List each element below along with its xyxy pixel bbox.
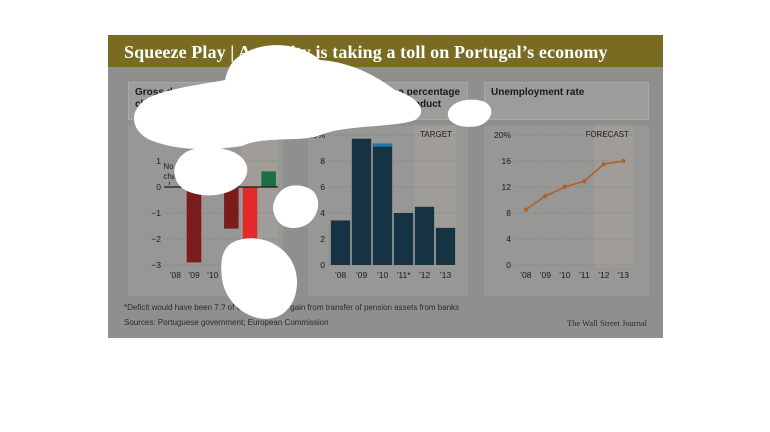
gdp-y-tick-label: −3 [151, 260, 161, 270]
deficit-y-tick-label: 10% [308, 130, 325, 140]
deficit-y-tick-label: 0 [320, 260, 325, 270]
unemployment-y-tick-label: 0 [506, 260, 511, 270]
gdp-shaded-label: FORECAST [230, 130, 274, 139]
deficit-x-tick-label: ’11* [396, 270, 411, 280]
gdp-x-tick-label: ’10 [207, 270, 219, 280]
deficit-bar [351, 138, 372, 265]
gdp-y-tick-label: −2 [151, 234, 161, 244]
deficit-x-tick-label: ’08 [335, 270, 347, 280]
deficit-y-tick-label: 8 [320, 156, 325, 166]
gdp-bar [224, 187, 239, 229]
deficit-x-tick-label: ’09 [356, 270, 368, 280]
unemployment-x-tick-label: ’11 [579, 270, 590, 280]
unemployment-line [525, 160, 624, 211]
unemployment-panel-header: Unemployment rate [484, 82, 649, 120]
deficit-bar-highlight [372, 143, 393, 147]
unemployment-point [543, 193, 548, 199]
unemployment-point [523, 207, 528, 212]
unemployment-y-tick-label: 16 [502, 156, 512, 166]
gdp-x-tick-label: ’12 [244, 270, 256, 280]
unemployment-y-tick-label: 8 [506, 208, 511, 218]
deficit-x-tick-label: ’10 [377, 270, 389, 280]
footnote: *Deficit would have been 7.? of GDP with… [124, 303, 460, 312]
gdp-chart-svg: FORECAST 2% 1 0 −1 −2 −3 ’08 ’09 ’10 ’11 ’12 ’13 No ch… [149, 125, 633, 280]
gdp-annotation: No change [163, 162, 190, 181]
deficit-y-tick-label: 4 [320, 208, 325, 218]
deficit-shaded-label: TARGET [420, 130, 452, 139]
deficit-bar [372, 143, 393, 265]
gdp-y-tick-label: 1 [156, 156, 161, 166]
unemployment-point [621, 158, 626, 164]
unemployment-x-tick-label: ’10 [559, 270, 571, 280]
gdp-x-tick-label: ’11 [226, 270, 237, 280]
unemployment-point [582, 178, 587, 184]
unemployment-x-tick-label: ’08 [520, 270, 532, 280]
deficit-bar [414, 206, 435, 265]
unemployment-panel-title: Unemployment rate [491, 87, 585, 98]
chart-figure: Squeeze Play | Austerity is taking a tol… [108, 35, 663, 338]
unemployment-point [601, 162, 606, 167]
gdp-x-tick-label: ’08 [170, 270, 182, 280]
unemployment-y-tick-label: 4 [506, 234, 511, 244]
deficit-x-tick-label: ’13 [440, 270, 452, 280]
gdp-bar [242, 187, 258, 265]
gdp-y-tick-label: 0 [156, 182, 161, 192]
sources-note: Sources: Portuguese government; European… [124, 318, 329, 327]
unemployment-y-tick-label: 20% [494, 130, 511, 140]
unemployment-point [562, 184, 567, 190]
gdp-x-tick-label: ’09 [188, 270, 200, 280]
deficit-bar [330, 220, 351, 265]
unemployment-x-tick-label: ’09 [540, 270, 552, 280]
unemployment-y-tick-label: 12 [502, 182, 512, 192]
deficit-bar [393, 213, 414, 265]
gdp-bar [261, 171, 276, 187]
gdp-bar [186, 187, 202, 263]
gdp-y-tick-label: −1 [151, 208, 161, 218]
unemployment-x-tick-label: ’12 [598, 270, 610, 280]
unemployment-shaded-region [594, 125, 633, 267]
unemployment-shaded-label: FORECAST [585, 130, 629, 139]
deficit-y-tick-label: 2 [320, 234, 325, 244]
gdp-bar [205, 150, 220, 187]
gdp-y-tick-label: 2% [149, 130, 162, 140]
unemployment-x-tick-label: ’13 [618, 270, 630, 280]
credit-line: The Wall Street Journal [566, 318, 647, 328]
gdp-x-tick-label: ’13 [263, 270, 275, 280]
deficit-y-tick-label: 6 [320, 182, 325, 192]
deficit-x-tick-label: ’12 [419, 270, 431, 280]
deficit-bar [435, 227, 456, 265]
